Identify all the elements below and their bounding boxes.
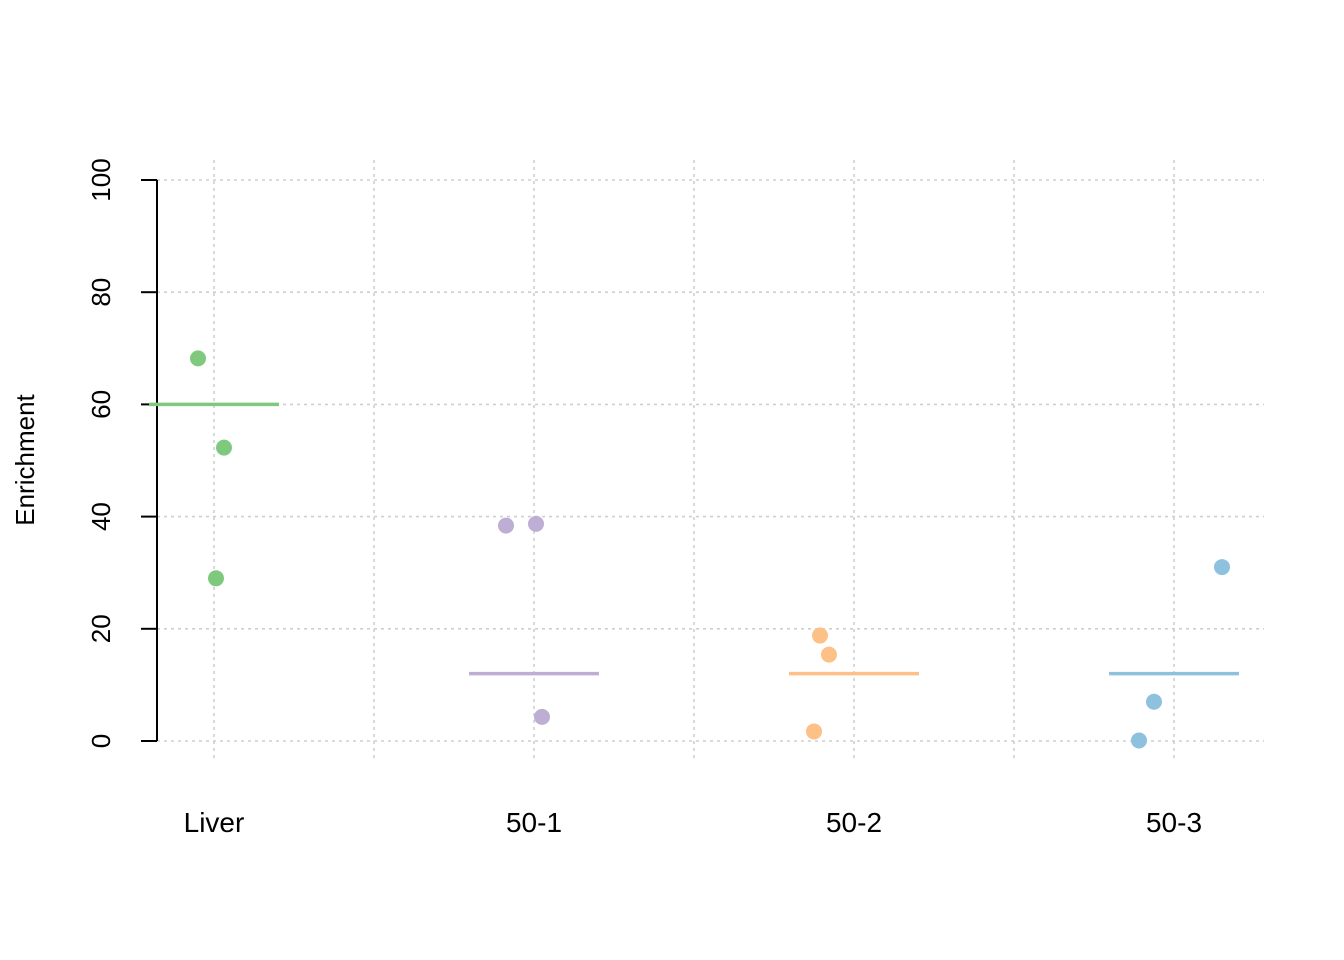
- x-category-label: 50-3: [1146, 807, 1202, 838]
- y-axis: [141, 179, 158, 742]
- data-point: [216, 439, 232, 456]
- data-point: [1131, 732, 1147, 749]
- data-point: [190, 350, 206, 367]
- data-point: [821, 646, 837, 663]
- y-ticks: 0 20 40 60 80 100: [86, 158, 116, 748]
- y-tick-label: 80: [86, 278, 116, 307]
- x-category-label: 50-1: [506, 807, 562, 838]
- y-tick-label: 20: [86, 614, 116, 643]
- y-axis-title: Enrichment: [10, 393, 40, 525]
- x-category-label: 50-2: [826, 807, 882, 838]
- y-tick-label: 40: [86, 502, 116, 531]
- data-point: [812, 627, 828, 644]
- y-tick-label: 60: [86, 390, 116, 419]
- data-point: [534, 708, 550, 725]
- grid: [157, 160, 1264, 762]
- data-point: [498, 517, 514, 534]
- data-point: [806, 723, 822, 740]
- x-category-labels: Liver 50-1 50-2 50-3: [184, 807, 1202, 838]
- x-category-label: Liver: [184, 807, 245, 838]
- data-point: [528, 515, 544, 532]
- data-points: [190, 350, 1230, 749]
- mean-lines: [149, 402, 1239, 676]
- data-point: [208, 570, 224, 587]
- data-point: [1214, 559, 1230, 576]
- y-tick-label: 100: [86, 158, 116, 201]
- y-tick-label: 0: [86, 734, 116, 748]
- data-point: [1146, 693, 1162, 710]
